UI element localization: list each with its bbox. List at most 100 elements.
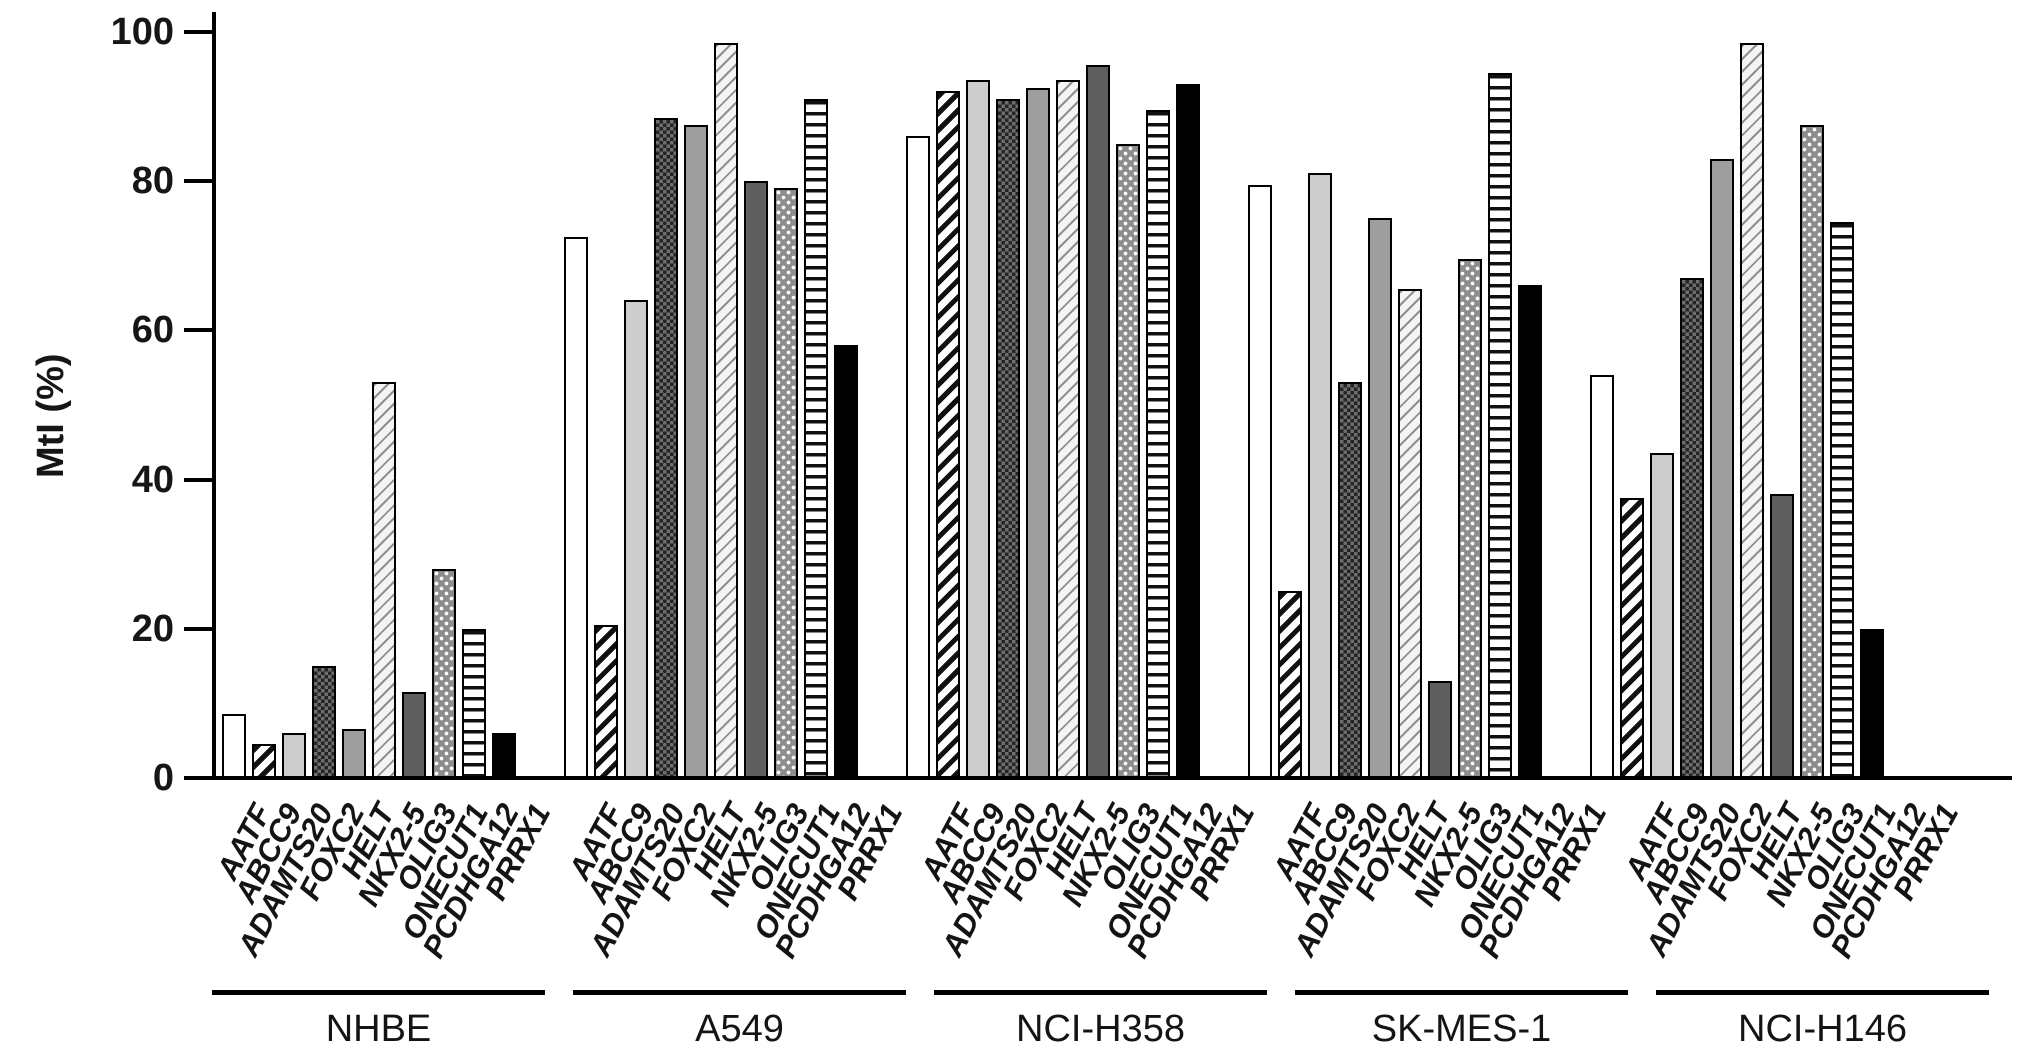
group-label: NCI-H358: [1016, 1008, 1185, 1050]
bar-NHBE-ABCC9: [252, 744, 276, 776]
bar-group-NCI-H358: [906, 65, 1200, 776]
bar-NHBE-HELT: [342, 729, 366, 776]
group-block-NHBE: NHBE: [212, 990, 545, 1051]
gene-labels-A549: AATF ABCC9 ADAMTS20 FOXC2 HELT NKX2-5 OLIG3 ONE…: [561, 788, 909, 984]
bar-NHBE-AATF: [222, 714, 246, 776]
y-tick-mark: [184, 30, 212, 34]
bar-group-NCI-H146: [1590, 42, 1884, 776]
bar-SK-MES-1-NKX2-5: [1398, 289, 1422, 776]
y-tick-mark: [184, 776, 212, 780]
plot-area: [222, 30, 1884, 776]
bar-A549-OLIG3: [744, 180, 768, 776]
bar-NCI-H358-NKX2-5: [1056, 80, 1080, 776]
y-tick-label: 80: [131, 160, 174, 203]
bar-group-SK-MES-1: [1248, 72, 1542, 776]
bar-A549-HELT: [684, 124, 708, 776]
bar-NCI-H358-ABCC9: [936, 91, 960, 776]
group-underline: [212, 990, 545, 995]
gene-label-cell: PRRX1: [829, 788, 908, 984]
gene-label-row: AATF ABCC9 ADAMTS20 FOXC2 HELT NKX2-5 OLIG3 ONE…: [209, 788, 1965, 984]
bar-NCI-H358-PCDHGA12: [1146, 110, 1170, 776]
gene-label-cell: NKX2-5: [1054, 788, 1137, 984]
y-tick-mark: [184, 626, 212, 631]
group-label: NHBE: [325, 1008, 432, 1050]
y-tick-mark: [184, 477, 212, 482]
gene-label-cell: PRRX1: [1181, 788, 1260, 984]
bar-SK-MES-1-ABCC9: [1278, 591, 1302, 776]
gene-label-cell: FOXC2: [1347, 788, 1426, 984]
bar-NCI-H358-PRRX1: [1176, 83, 1200, 776]
bar-NCI-H146-ADAMTS20: [1650, 453, 1674, 776]
bar-A549-PRRX1: [834, 345, 858, 776]
group-underline: [1656, 990, 1989, 995]
bar-SK-MES-1-ONECUT1: [1458, 259, 1482, 776]
group-block-A549: A549: [573, 990, 906, 1051]
bar-A549-ADAMTS20: [624, 300, 648, 776]
gene-label-cell: FOXC2: [291, 788, 370, 984]
bar-A549-AATF: [564, 236, 588, 776]
bar-SK-MES-1-AATF: [1248, 184, 1272, 776]
bar-A549-NKX2-5: [714, 42, 738, 776]
group-block-NCI-H358: NCI-H358: [934, 990, 1267, 1051]
bar-SK-MES-1-HELT: [1368, 218, 1392, 776]
group-label: SK-MES-1: [1371, 1008, 1552, 1050]
bar-NCI-H146-PCDHGA12: [1830, 221, 1854, 776]
bar-NCI-H146-PRRX1: [1860, 628, 1884, 776]
bar-NCI-H146-FOXC2: [1680, 277, 1704, 776]
bar-SK-MES-1-PCDHGA12: [1488, 72, 1512, 776]
bar-SK-MES-1-PRRX1: [1518, 285, 1542, 776]
bar-NCI-H358-ONECUT1: [1116, 143, 1140, 776]
bar-NCI-H358-OLIG3: [1086, 65, 1110, 776]
group-label: NCI-H146: [1738, 1008, 1907, 1050]
bar-NCI-H146-NKX2-5: [1740, 42, 1764, 776]
bar-group-A549: [564, 42, 858, 776]
group-label-row: NHBE A549 NCI-H358 SK-MES-1 NCI-H146: [212, 990, 1989, 1051]
gene-labels-SK-MES-1: AATF ABCC9 ADAMTS20 FOXC2 HELT NKX2-5 OLIG3 ONE…: [1265, 788, 1613, 984]
group-label: A549: [695, 1008, 784, 1050]
gene-label-cell: FOXC2: [995, 788, 1074, 984]
gene-label-cell: NKX2-5: [1406, 788, 1489, 984]
bar-A549-ONECUT1: [774, 188, 798, 776]
bar-SK-MES-1-FOXC2: [1338, 382, 1362, 776]
bar-NHBE-FOXC2: [312, 665, 336, 776]
group-block-SK-MES-1: SK-MES-1: [1295, 990, 1628, 1051]
gene-label-cell: NKX2-5: [350, 788, 433, 984]
bar-SK-MES-1-OLIG3: [1428, 680, 1452, 776]
y-tick-label: 0: [152, 757, 174, 799]
gene-label-cell: PRRX1: [1533, 788, 1612, 984]
gene-labels-NCI-H146: AATF ABCC9 ADAMTS20 FOXC2 HELT NKX2-5 OLIG3 ONE…: [1617, 788, 1965, 984]
x-axis-line: [212, 776, 2012, 780]
gene-labels-NHBE: AATF ABCC9 ADAMTS20 FOXC2 HELT NKX2-5 OLIG3 ONE…: [209, 788, 557, 984]
bar-NHBE-ADAMTS20: [282, 732, 306, 776]
y-axis-line: [212, 12, 216, 780]
gene-label-cell: NKX2-5: [702, 788, 785, 984]
bar-NCI-H358-AATF: [906, 136, 930, 776]
gene-label-cell: FOXC2: [1699, 788, 1778, 984]
bar-NCI-H146-HELT: [1710, 158, 1734, 776]
bar-A549-FOXC2: [654, 117, 678, 776]
bar-group-NHBE: [222, 382, 516, 776]
y-tick-label: 20: [131, 607, 174, 650]
bar-NHBE-PRRX1: [492, 732, 516, 776]
y-tick-mark: [184, 179, 212, 184]
bar-NCI-H358-ADAMTS20: [966, 80, 990, 776]
bar-NCI-H146-ABCC9: [1620, 497, 1644, 776]
y-tick-label: 40: [131, 458, 174, 501]
bar-A549-ABCC9: [594, 624, 618, 776]
y-tick-mark: [184, 328, 212, 333]
bar-NCI-H358-HELT: [1026, 87, 1050, 776]
gene-label-cell: PRRX1: [1885, 788, 1964, 984]
bar-NHBE-OLIG3: [402, 691, 426, 776]
y-tick-label: 60: [131, 309, 174, 352]
gene-label-cell: FOXC2: [643, 788, 722, 984]
group-underline: [934, 990, 1267, 995]
bar-NCI-H146-ONECUT1: [1800, 124, 1824, 776]
group-underline: [1295, 990, 1628, 995]
bar-SK-MES-1-ADAMTS20: [1308, 173, 1332, 776]
gene-label-cell: PRRX1: [477, 788, 556, 984]
bar-A549-PCDHGA12: [804, 98, 828, 776]
bar-NCI-H146-AATF: [1590, 374, 1614, 776]
bar-NHBE-ONECUT1: [432, 568, 456, 776]
gene-labels-NCI-H358: AATF ABCC9 ADAMTS20 FOXC2 HELT NKX2-5 OLIG3 ONE…: [913, 788, 1261, 984]
